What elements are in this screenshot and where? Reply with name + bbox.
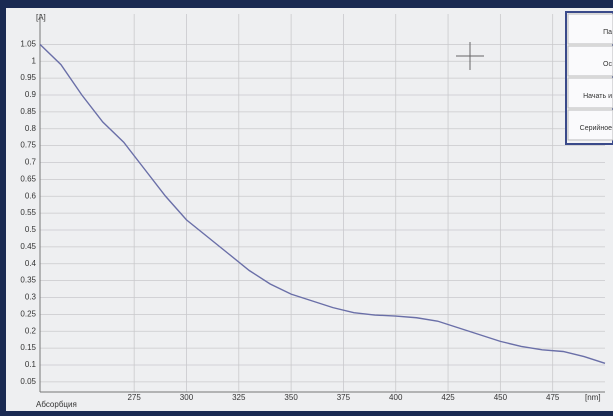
y-tick-label: 0.45 bbox=[20, 242, 36, 251]
panel-button-label[interactable]: Серийное bbox=[580, 124, 612, 132]
y-tick-label: 0.1 bbox=[25, 360, 37, 369]
x-tick-label: 325 bbox=[232, 393, 246, 402]
y-tick-label: 0.35 bbox=[20, 276, 36, 285]
y-tick-label: 1 bbox=[32, 56, 37, 65]
y-tick-label: 0.05 bbox=[20, 377, 36, 386]
panel-button-label[interactable]: Ос bbox=[603, 61, 612, 68]
y-tick-label: 0.6 bbox=[25, 191, 37, 200]
y-tick-label: 0.8 bbox=[25, 124, 37, 133]
y-tick-label: 0.5 bbox=[25, 225, 37, 234]
y-tick-label: 0.95 bbox=[20, 73, 36, 82]
panel-button-label[interactable]: Па bbox=[603, 29, 612, 36]
y-tick-label: 1.05 bbox=[20, 39, 36, 48]
x-tick-label: 475 bbox=[546, 393, 560, 402]
x-tick-label: 350 bbox=[284, 393, 298, 402]
y-tick-label: 0.4 bbox=[25, 259, 37, 268]
x-tick-label: 300 bbox=[180, 393, 194, 402]
y-tick-label: 0.2 bbox=[25, 326, 37, 335]
y-tick-label: 0.7 bbox=[25, 158, 37, 167]
y-tick-label: 0.85 bbox=[20, 107, 36, 116]
x-tick-label: 400 bbox=[389, 393, 403, 402]
y-tick-label: 0.25 bbox=[20, 309, 36, 318]
y-tick-label: 0.65 bbox=[20, 174, 36, 183]
x-tick-label: 375 bbox=[337, 393, 351, 402]
x-tick-label: 450 bbox=[494, 393, 508, 402]
y-tick-label: 0.75 bbox=[20, 141, 36, 150]
side-panel: Па Ос Начать и Серийное bbox=[566, 12, 613, 144]
y-tick-label: 0.55 bbox=[20, 208, 36, 217]
y-tick-label: 0.9 bbox=[25, 90, 37, 99]
x-tick-label: 425 bbox=[441, 393, 455, 402]
x-axis-label: [nm] bbox=[585, 393, 601, 402]
panel-button-label[interactable]: Начать и bbox=[583, 93, 612, 100]
chart-background bbox=[6, 8, 613, 411]
y-axis-label: [A] bbox=[36, 13, 46, 22]
x-tick-label: 275 bbox=[127, 393, 141, 402]
footer-label: Абсорбция bbox=[36, 400, 77, 409]
y-tick-label: 0.15 bbox=[20, 343, 36, 352]
chart: [A] [nm] Абсорбция 0.05 0.1 0.15 0.2 0.25 0.3… bbox=[0, 0, 613, 411]
y-tick-label: 0.3 bbox=[25, 293, 37, 302]
